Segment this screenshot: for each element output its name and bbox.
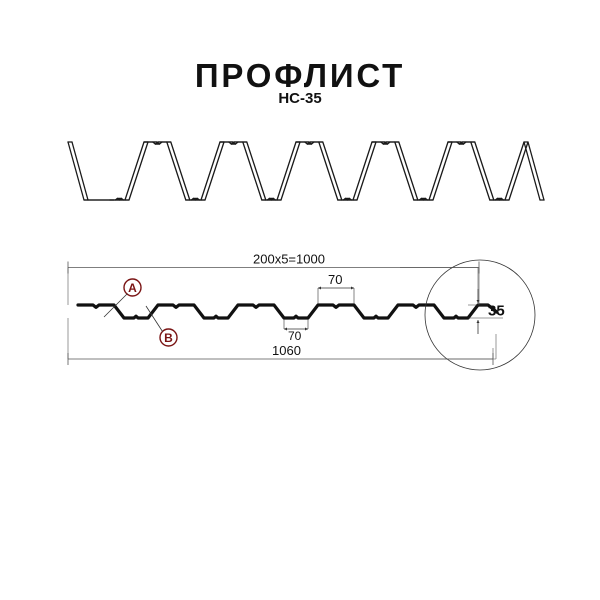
svg-text:35: 35 (488, 303, 505, 320)
svg-text:1060: 1060 (272, 343, 301, 358)
svg-text:A: A (128, 281, 137, 295)
svg-text:70: 70 (288, 329, 302, 343)
svg-text:B: B (164, 331, 173, 345)
svg-text:200x5=1000: 200x5=1000 (253, 252, 325, 267)
svg-text:70: 70 (328, 272, 342, 287)
